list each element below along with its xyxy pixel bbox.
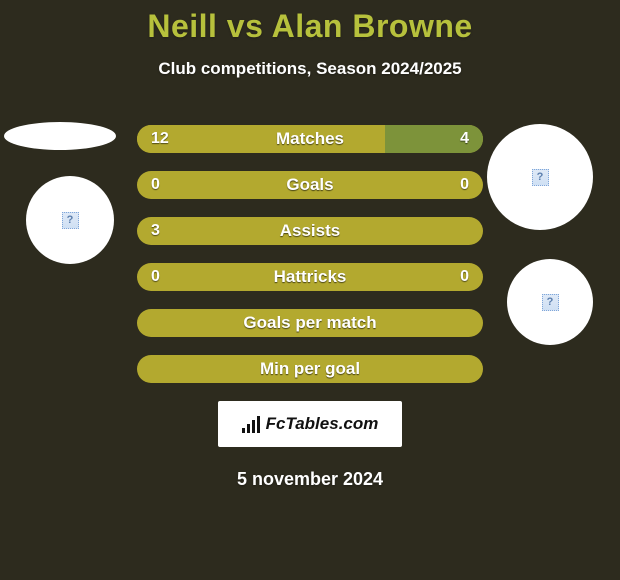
placeholder-image-icon: ? bbox=[542, 294, 559, 311]
logo-bars-icon bbox=[242, 415, 260, 433]
stat-bar-left-value: 12 bbox=[137, 125, 183, 153]
left-bottom-circle: ? bbox=[26, 176, 114, 264]
stat-bar-left-value: 0 bbox=[137, 263, 174, 291]
fctables-logo: FcTables.com bbox=[218, 401, 402, 447]
stat-bar: Matches12 4 bbox=[137, 125, 483, 153]
page-title: Neill vs Alan Browne bbox=[0, 0, 620, 45]
stat-bar-left-value: 3 bbox=[137, 217, 174, 245]
stat-bar: Goals per match bbox=[137, 309, 483, 337]
subtitle: Club competitions, Season 2024/2025 bbox=[0, 59, 620, 79]
date-label: 5 november 2024 bbox=[0, 469, 620, 490]
left-top-ellipse bbox=[4, 122, 116, 150]
logo-text: FcTables.com bbox=[266, 414, 379, 434]
stat-bar: Min per goal bbox=[137, 355, 483, 383]
stat-bar-label: Goals per match bbox=[137, 309, 483, 337]
stat-bar-right-value: 0 bbox=[446, 171, 483, 199]
stat-bar-label: Hattricks bbox=[137, 263, 483, 291]
content-root: Neill vs Alan Browne Club competitions, … bbox=[0, 0, 620, 580]
placeholder-image-icon: ? bbox=[532, 169, 549, 186]
stat-bar-label: Matches bbox=[137, 125, 483, 153]
stat-bar-left-value: 0 bbox=[137, 171, 174, 199]
stat-bar-label: Assists bbox=[137, 217, 483, 245]
stat-bar-right-value: 4 bbox=[446, 125, 483, 153]
stat-bar: Assists3 bbox=[137, 217, 483, 245]
stat-bars: Matches124Goals00Assists3Hattricks00Goal… bbox=[137, 125, 483, 383]
right-top-circle: ? bbox=[487, 124, 593, 230]
stat-bar-label: Min per goal bbox=[137, 355, 483, 383]
stat-bar-right-value: 0 bbox=[446, 263, 483, 291]
stat-bar: Goals0 0 bbox=[137, 171, 483, 199]
stat-bar: Hattricks0 0 bbox=[137, 263, 483, 291]
right-bottom-circle: ? bbox=[507, 259, 593, 345]
placeholder-image-icon: ? bbox=[62, 212, 79, 229]
stat-bar-label: Goals bbox=[137, 171, 483, 199]
